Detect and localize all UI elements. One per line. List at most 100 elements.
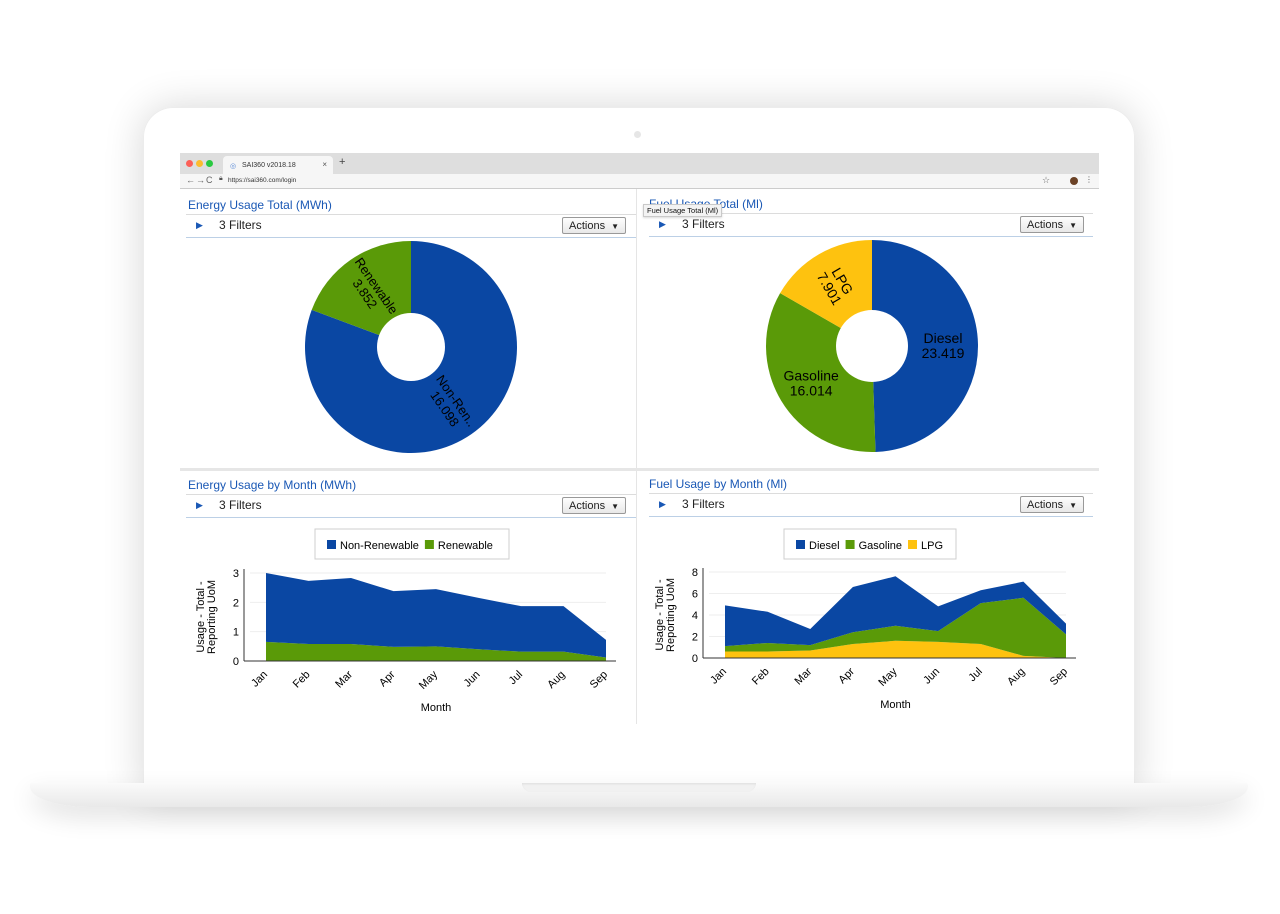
actions-label: Actions bbox=[569, 500, 606, 512]
expand-arrow-icon[interactable]: ▶ bbox=[196, 500, 203, 510]
pie-slice[interactable] bbox=[311, 241, 411, 347]
legend-swatch bbox=[845, 540, 855, 549]
filters-toggle[interactable]: 3 Filters bbox=[682, 217, 725, 231]
x-axis-title: Month bbox=[880, 699, 911, 711]
caret-down-icon: ▼ bbox=[1069, 501, 1077, 510]
forward-arrow-icon[interactable]: → bbox=[196, 175, 205, 185]
fuel-total-panel: Fuel Usage Total (Ml) ▶ 3 Filters Action… bbox=[643, 189, 1099, 468]
x-tick-label: Sep bbox=[1048, 666, 1070, 688]
actions-dropdown[interactable]: Actions ▼ bbox=[562, 497, 626, 514]
browser-tab-bar: ◎ SAI360 v2018.18 × + bbox=[180, 153, 1099, 174]
area-series[interactable] bbox=[725, 640, 1066, 658]
back-arrow-icon[interactable]: ← bbox=[186, 175, 195, 185]
filters-toggle[interactable]: 3 Filters bbox=[219, 498, 262, 512]
legend-swatch bbox=[327, 540, 336, 549]
tab-title: SAI360 v2018.18 bbox=[242, 162, 296, 169]
donut-hole bbox=[377, 313, 445, 381]
actions-dropdown[interactable]: Actions ▼ bbox=[1020, 496, 1084, 513]
actions-dropdown[interactable]: Actions ▼ bbox=[1020, 216, 1084, 233]
lock-icon: 🔒︎ bbox=[219, 175, 223, 182]
filter-bar: ▶ 3 Filters Actions ▼ bbox=[649, 493, 1093, 517]
reload-icon[interactable]: C bbox=[206, 175, 213, 185]
tab-close-button[interactable]: × bbox=[322, 160, 327, 169]
panel-title: Energy Usage by Month (MWh) bbox=[188, 478, 357, 492]
url-field[interactable]: https://sai360.com/login bbox=[228, 177, 297, 184]
y-tick-label: 0 bbox=[233, 656, 239, 668]
window-minimize-control[interactable] bbox=[196, 160, 203, 167]
x-tick-label: Sep bbox=[588, 669, 610, 691]
area-series[interactable] bbox=[266, 641, 606, 661]
x-axis-title: Month bbox=[421, 702, 452, 714]
energy-total-panel: Energy Usage Total (MWh) ▶ 3 Filters Act… bbox=[180, 189, 637, 468]
y-axis-title-text: Usage - Total -Reporting UoM bbox=[654, 578, 677, 652]
window-zoom-control[interactable] bbox=[206, 160, 213, 167]
filters-toggle[interactable]: 3 Filters bbox=[682, 497, 725, 511]
legend-box bbox=[314, 528, 510, 560]
tooltip: Fuel Usage Total (Ml) bbox=[643, 204, 723, 217]
expand-arrow-icon[interactable]: ▶ bbox=[659, 219, 666, 229]
globe-icon: ◎ bbox=[230, 163, 237, 170]
y-axis-title: Usage - Total -Reporting UoM bbox=[195, 580, 218, 654]
legend-swatch bbox=[908, 540, 917, 549]
x-tick-label: Feb bbox=[291, 669, 313, 691]
actions-dropdown[interactable]: Actions ▼ bbox=[562, 217, 626, 234]
slice-value-label: 16.014 bbox=[790, 383, 833, 399]
x-tick-label: Apr bbox=[377, 668, 398, 689]
profile-avatar[interactable] bbox=[1070, 177, 1078, 185]
energy-month-area-chart: Non-Renewable Renewable 0 1 2 3 Jan Feb Mar Apr Ma… bbox=[195, 528, 616, 714]
area-series[interactable] bbox=[266, 573, 606, 658]
area-series[interactable] bbox=[725, 597, 1066, 658]
legend-label[interactable]: Gasoline bbox=[859, 540, 902, 552]
x-tick-label: Jan bbox=[249, 669, 270, 690]
y-tick-label: 6 bbox=[692, 589, 698, 601]
area-series[interactable] bbox=[725, 576, 1066, 647]
pie-slice[interactable] bbox=[872, 240, 978, 452]
legend-label[interactable]: Renewable bbox=[438, 540, 493, 552]
energy-month-panel: Energy Usage by Month (MWh) ▶ 3 Filters … bbox=[180, 471, 637, 724]
y-tick-label: 3 bbox=[233, 568, 239, 580]
window-close-control[interactable] bbox=[186, 160, 193, 167]
y-tick-label: 0 bbox=[692, 653, 698, 665]
caret-down-icon: ▼ bbox=[611, 502, 619, 511]
filters-toggle[interactable]: 3 Filters bbox=[219, 218, 262, 232]
new-tab-button[interactable]: + bbox=[339, 156, 346, 168]
filter-bar: ▶ 3 Filters Actions ▼ bbox=[186, 214, 636, 238]
chart-legend: Diesel Gasoline LPG bbox=[783, 528, 957, 560]
laptop-screen: ◎ SAI360 v2018.18 × + ← → C 🔒︎ https://s… bbox=[180, 153, 1099, 724]
legend-swatch bbox=[796, 540, 805, 549]
caret-down-icon: ▼ bbox=[1069, 221, 1077, 230]
x-tick-label: Aug bbox=[545, 669, 567, 691]
bookmark-star-icon[interactable]: ☆ bbox=[1042, 175, 1051, 185]
actions-label: Actions bbox=[569, 220, 606, 232]
dashboard: Energy Usage Total (MWh) ▶ 3 Filters Act… bbox=[180, 189, 1099, 724]
donut-hole bbox=[836, 310, 908, 382]
x-tick-label: Jun bbox=[921, 666, 942, 687]
x-tick-label: Jun bbox=[462, 669, 483, 690]
x-tick-label: Mar bbox=[333, 668, 355, 690]
expand-arrow-icon[interactable]: ▶ bbox=[659, 499, 666, 509]
y-axis-title: Usage - Total -Reporting UoM bbox=[654, 578, 677, 652]
slice-label: Diesel bbox=[924, 330, 963, 346]
y-tick-label: 2 bbox=[233, 597, 239, 609]
y-tick-label: 1 bbox=[233, 627, 239, 639]
legend-label[interactable]: Non-Renewable bbox=[340, 540, 419, 552]
slice-label: Gasoline bbox=[784, 368, 839, 384]
browser-menu-icon[interactable]: ⋮ bbox=[1085, 175, 1093, 184]
browser-tab[interactable]: ◎ SAI360 v2018.18 × bbox=[223, 156, 333, 174]
x-tick-label: Mar bbox=[792, 665, 814, 687]
x-tick-label: May bbox=[417, 668, 441, 692]
fuel-month-panel: Fuel Usage by Month (Ml) ▶ 3 Filters Act… bbox=[643, 471, 1099, 724]
filter-bar: ▶ 3 Filters Actions ▼ bbox=[186, 494, 636, 518]
panel-title: Fuel Usage by Month (Ml) bbox=[649, 477, 788, 491]
fuel-month-area-chart: Diesel Gasoline LPG 0 2 4 6 8 Jan Feb Mar Apr May Jun… bbox=[654, 528, 1076, 711]
legend-label[interactable]: LPG bbox=[921, 540, 943, 552]
x-tick-label: Apr bbox=[836, 665, 857, 686]
legend-swatch bbox=[424, 540, 434, 549]
expand-arrow-icon[interactable]: ▶ bbox=[196, 220, 203, 230]
y-tick-label: 8 bbox=[692, 567, 698, 579]
legend-label[interactable]: Diesel bbox=[809, 540, 840, 552]
actions-label: Actions bbox=[1027, 499, 1064, 511]
chart-legend: Non-Renewable Renewable bbox=[314, 528, 510, 560]
caret-down-icon: ▼ bbox=[611, 222, 619, 231]
